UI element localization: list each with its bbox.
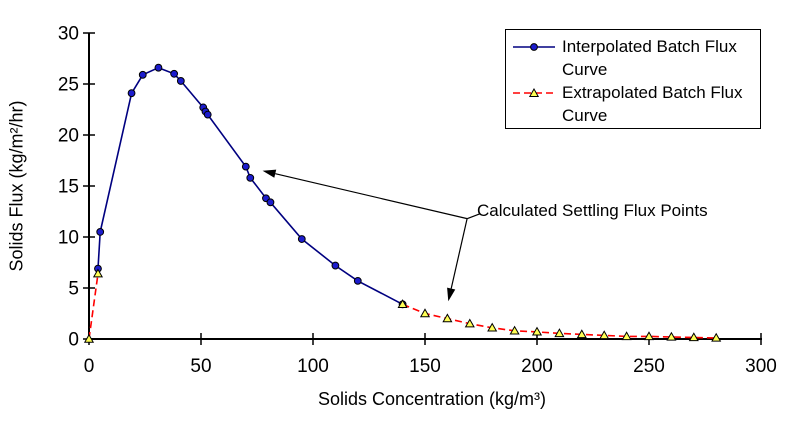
legend-label-interpolated: Interpolated Batch Flux Curve [562,37,737,79]
extrapolated-data-point [576,329,587,339]
extrapolated-data-point [509,325,520,335]
interpolated-data-point [297,235,306,243]
legend: Interpolated Batch Flux Curve Extrapolat… [505,29,761,129]
extrapolated-data-point [464,318,475,328]
interpolated-data-point [170,69,179,78]
y-tick-label: 15 [58,177,79,198]
annotation-arrow-line [275,173,468,220]
legend-item-extrapolated: Extrapolated Batch Flux Curve [512,81,760,127]
y-tick-label: 5 [68,279,79,300]
x-tick-label: 0 [84,356,95,377]
annotation-arrow-line [450,218,468,289]
extrapolated-data-point [621,331,632,341]
y-tick-label: 25 [58,75,79,96]
extrapolated-series-line [88,273,99,340]
interpolated-data-point [246,173,255,182]
extrapolated-data-point [711,332,722,342]
extrapolated-data-point [666,331,677,341]
interpolated-series-legend-marker [513,43,555,51]
extrapolated-data-point [554,328,565,338]
extrapolated-data-point [688,332,699,342]
legend-label-extrapolated: Extrapolated Batch Flux Curve [562,83,743,125]
interpolated-data-point [203,110,212,119]
y-tick-label: 10 [58,228,79,249]
interpolated-data-point [96,228,105,236]
interpolated-data-point [241,162,250,171]
extrapolated-data-point [92,268,104,278]
x-tick-label: 50 [190,356,211,377]
x-tick-label: 100 [297,356,329,377]
x-tick-label: 300 [745,356,777,377]
interpolated-data-point [154,63,163,72]
annotation-leader-line [466,212,481,220]
interpolated-data-point [266,198,275,207]
x-tick-label: 200 [521,356,553,377]
interpolated-data-point [176,77,185,85]
extrapolated-data-point [531,326,543,336]
annotation-label: Calculated Settling Flux Points [477,201,708,220]
y-tick-label: 30 [58,24,79,45]
extrapolated-data-point [487,322,498,332]
extrapolated-data-point [643,331,655,341]
extrapolated-data-point [397,299,408,309]
x-axis-title: Solids Concentration (kg/m³) [317,389,547,409]
extrapolated-series-legend-marker [513,87,555,97]
interpolated-data-point [331,261,340,270]
x-tick-label: 150 [409,356,441,377]
annotation-arrowhead [262,169,277,178]
extrapolated-data-point [83,333,95,343]
extrapolated-data-point [442,313,453,323]
extrapolated-data-point [599,330,610,340]
interpolated-data-point [138,70,147,79]
legend-item-interpolated: Interpolated Batch Flux Curve [512,35,760,81]
y-tick-label: 20 [58,126,79,147]
y-axis-title: Solids Flux (kg/m²/hr) [6,100,27,272]
extrapolated-data-point [419,308,431,318]
interpolated-data-point [127,89,136,98]
x-tick-label: 250 [633,356,665,377]
annotation-arrowhead [447,287,456,302]
y-tick-label: 0 [68,330,79,351]
interpolated-data-point [353,276,362,285]
interpolated-series-line [97,66,403,306]
